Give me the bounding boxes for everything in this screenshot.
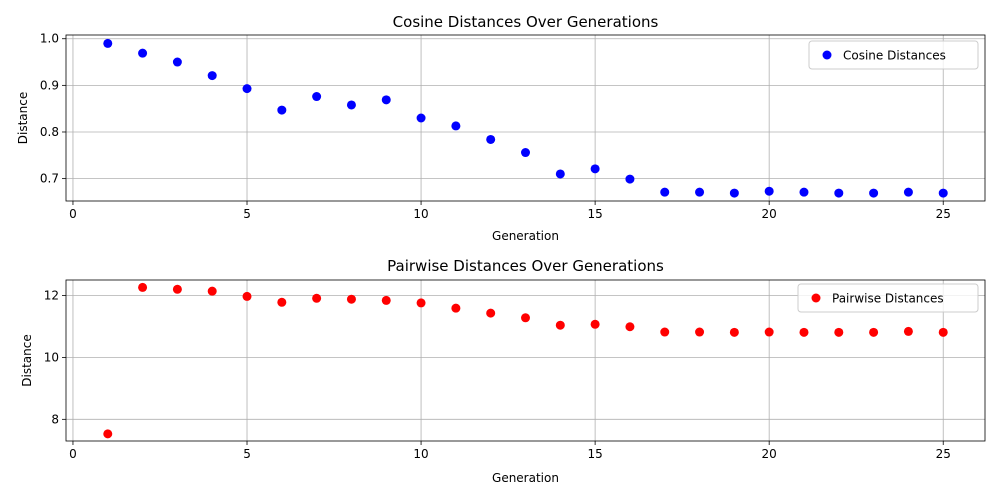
data-point <box>764 186 774 196</box>
data-point <box>486 308 496 318</box>
x-tick-label: 5 <box>243 447 251 461</box>
x-tick-label: 20 <box>762 447 777 461</box>
data-point <box>903 187 913 197</box>
data-point <box>103 429 113 439</box>
data-point <box>555 169 565 179</box>
data-point <box>172 284 182 294</box>
data-point <box>521 313 530 323</box>
data-point <box>660 187 670 197</box>
y-tick-label: 1.0 <box>40 32 59 46</box>
x-axis-label: Generation <box>492 229 559 243</box>
data-point <box>242 291 252 301</box>
data-point <box>103 38 113 48</box>
x-tick-label: 20 <box>762 207 777 221</box>
data-point <box>938 327 948 337</box>
data-point <box>729 327 739 337</box>
chart-panel-2: 0 5 10 15 20 25 8 10 12 Pairwise Distances Over G… <box>20 257 986 485</box>
data-point <box>381 95 391 105</box>
data-point <box>903 326 913 336</box>
data-point <box>451 303 461 313</box>
data-point <box>486 134 496 144</box>
chart-title: Pairwise Distances Over Generations <box>387 257 664 275</box>
data-point <box>312 293 322 303</box>
legend: Cosine Distances <box>808 40 979 70</box>
x-tick-label: 5 <box>243 207 251 221</box>
data-point <box>729 188 739 198</box>
y-tick-label: 12 <box>44 288 59 302</box>
data-point <box>207 71 217 81</box>
data-point <box>381 295 391 305</box>
data-point <box>416 113 426 123</box>
x-tick-label: 0 <box>69 447 77 461</box>
plot-frame <box>65 34 986 202</box>
data-point <box>521 148 530 158</box>
data-point <box>834 188 844 198</box>
data-point <box>555 320 565 330</box>
y-axis-label: Distance <box>16 92 30 144</box>
y-axis-label: Distance <box>20 334 34 386</box>
data-point <box>346 100 356 110</box>
chart-title: Cosine Distances Over Generations <box>393 13 659 31</box>
data-point <box>660 327 670 337</box>
legend-label: Pairwise Distances <box>832 292 944 306</box>
y-tick-label: 0.7 <box>40 172 59 186</box>
data-point <box>625 322 635 332</box>
x-tick-label: 25 <box>936 447 951 461</box>
chart-panel-1: 0 5 10 15 20 25 0.7 0.8 0.9 1.0 Cosine Distances O… <box>16 13 986 243</box>
data-point <box>207 286 217 296</box>
data-point <box>799 327 809 337</box>
data-point <box>590 164 600 174</box>
data-point <box>172 57 182 67</box>
data-point <box>764 327 774 337</box>
legend-marker <box>811 293 821 303</box>
data-point <box>277 105 287 115</box>
x-axis-label: Generation <box>492 471 559 485</box>
x-tick-label: 15 <box>587 207 602 221</box>
legend-marker <box>822 50 832 60</box>
legend: Pairwise Distances <box>797 283 979 313</box>
y-tick-label: 8 <box>51 412 59 426</box>
data-point <box>346 294 356 304</box>
y-tick-label: 0.8 <box>40 125 59 139</box>
data-point <box>138 48 148 58</box>
data-point <box>625 174 635 184</box>
y-tick-label: 0.9 <box>40 78 59 92</box>
plot-frame <box>65 279 986 442</box>
x-tick-label: 10 <box>413 207 428 221</box>
x-tick-label: 0 <box>69 207 77 221</box>
data-point <box>869 188 879 198</box>
x-tick-label: 10 <box>413 447 428 461</box>
data-point <box>695 187 705 197</box>
data-point <box>416 298 426 308</box>
data-point <box>834 327 844 337</box>
data-point <box>242 84 252 94</box>
legend-box <box>797 283 979 313</box>
data-point <box>590 319 600 329</box>
data-point <box>869 327 879 337</box>
data-point <box>799 187 809 197</box>
x-tick-label: 15 <box>587 447 602 461</box>
data-point <box>451 121 461 131</box>
legend-box <box>808 40 979 70</box>
data-point <box>277 297 287 307</box>
data-point <box>138 282 148 292</box>
data-point <box>695 327 705 337</box>
legend-label: Cosine Distances <box>843 49 946 63</box>
y-tick-label: 10 <box>44 350 59 364</box>
data-point <box>938 188 948 198</box>
data-point <box>312 92 322 102</box>
x-tick-label: 25 <box>936 207 951 221</box>
